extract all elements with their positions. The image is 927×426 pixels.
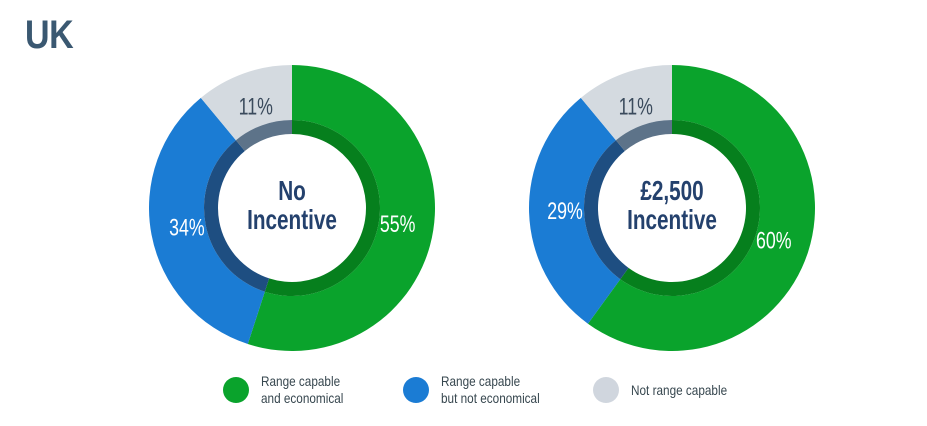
legend-label-line: but not economical	[441, 390, 540, 406]
donut-center-label: £2,500 Incentive	[627, 176, 717, 236]
donut-inner-ring-segment-1	[204, 140, 270, 292]
page-title: UK	[25, 13, 74, 57]
donut-inner-ring-segment-2	[615, 120, 672, 151]
donut-segment-2	[200, 65, 292, 141]
segment-percent-label-2: 11%	[619, 94, 653, 120]
segment-percent-label-1: 34%	[169, 215, 205, 241]
legend-label-line: Range capable	[441, 373, 521, 389]
legend-item-range-capable-economical: Range capable and economical	[223, 371, 359, 409]
no-incentive-donut: 55% 34% 11% No Incentive	[149, 65, 435, 351]
chart-legend: Range capable and economical Range capab…	[0, 371, 927, 411]
legend-item-not-range-capable: Not range capable	[593, 371, 745, 409]
donut-segment-2	[580, 65, 672, 141]
segment-percent-label-2: 11%	[239, 94, 273, 120]
legend-label-line: and economical	[261, 390, 344, 406]
legend-label-line: Not range capable	[631, 381, 728, 398]
legend-label: Range capable and economical	[261, 373, 343, 407]
legend-label: Not range capable	[631, 382, 727, 399]
legend-label: Range capable but not economical	[441, 373, 540, 407]
donut-inner-ring-segment-1	[584, 140, 629, 280]
legend-label-line: Range capable	[261, 373, 341, 389]
legend-dot-blue	[403, 377, 429, 403]
legend-item-range-capable-not-economical: Range capable but not economical	[403, 371, 559, 409]
donut-inner-ring-segment-0	[620, 119, 760, 296]
segment-percent-label-0: 55%	[380, 212, 416, 238]
donut-center-label: No Incentive	[247, 176, 337, 236]
donut-inner-ring-segment-2	[235, 120, 292, 151]
segment-percent-label-0: 60%	[756, 228, 792, 254]
donut-chart-no-incentive: 55% 34% 11% No Incentive	[149, 65, 435, 351]
donut-segment-0	[247, 65, 435, 351]
segment-percent-label-1: 29%	[547, 198, 583, 224]
donut-segment-1	[149, 97, 265, 345]
legend-dot-gray	[593, 377, 619, 403]
donut-chart-2500-incentive: 60% 29% 11% £2,500 Incentive	[529, 65, 815, 351]
legend-dot-green	[223, 377, 249, 403]
donut-segment-1	[529, 97, 621, 324]
donut-segment-0	[587, 65, 815, 351]
gbp-2500-incentive-donut: 60% 29% 11% £2,500 Incentive	[529, 65, 815, 351]
